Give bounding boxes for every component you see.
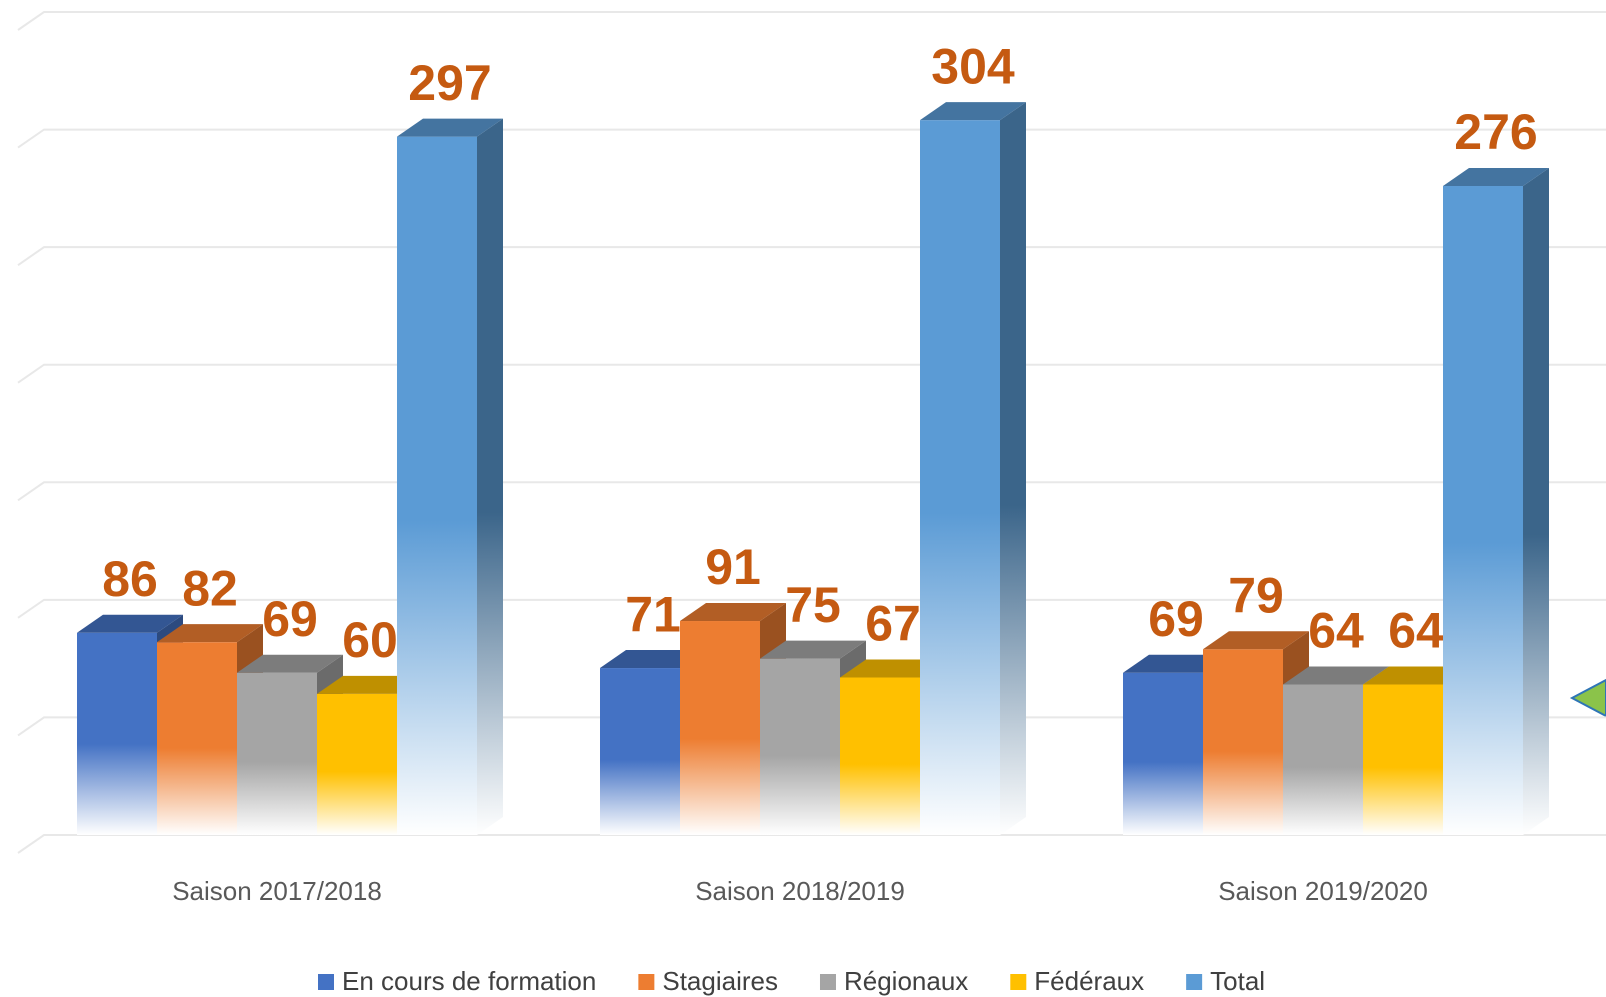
legend-label: Régionaux [844,966,968,996]
grid-line [17,481,1606,502]
bar-side [1000,102,1026,835]
legend-swatch [1010,974,1027,990]
x-tick-label: Saison 2017/2018 [172,876,382,906]
bar-top [157,624,263,643]
data-label: 64 [1388,603,1444,659]
data-label: 79 [1228,567,1284,623]
bar-top [1283,666,1389,685]
data-label: 91 [705,539,761,595]
bar-top [397,118,503,137]
bar [920,120,1000,835]
data-label: 67 [865,596,921,652]
x-tick-label: Saison 2019/2020 [1218,876,1428,906]
bar [1363,684,1443,835]
bar [680,621,760,835]
grid-line [17,11,1606,31]
data-label: 276 [1454,104,1537,160]
grid-line [17,716,1606,737]
bar [317,693,397,835]
data-label: 82 [182,560,238,616]
grid-line [17,363,1606,384]
x-tick-label: Saison 2018/2019 [695,876,905,906]
bar [1123,672,1203,835]
data-label: 304 [931,38,1015,94]
bar-top [77,614,183,633]
bar-top [1443,168,1549,187]
data-label: 64 [1308,603,1364,659]
decoration [1569,678,1606,718]
legend-swatch [1186,974,1203,990]
legend-label: Stagiaires [662,966,778,996]
legend-swatch [638,974,655,990]
bar-side [477,118,503,835]
bar [1203,649,1283,835]
data-label: 69 [262,591,318,647]
grid-line [17,834,1606,854]
bar [1443,186,1523,835]
bar-top [840,659,946,678]
bar-top [680,603,786,622]
data-label: 60 [342,612,398,668]
grid-line [17,598,1606,619]
bar [77,632,157,835]
bar-top [317,675,423,694]
bar-top [760,640,866,659]
bar [840,677,920,835]
bar [157,642,237,835]
bar-top [600,650,706,669]
legend-label: En cours de formation [342,966,596,996]
bar [600,668,680,835]
bar-top [237,654,343,673]
bar-top [1203,631,1309,650]
legend-swatch [318,974,334,990]
bar-side [1523,168,1549,835]
grid-line [17,128,1606,149]
data-label: 86 [102,551,158,607]
data-label: 69 [1148,591,1204,647]
bar [760,658,840,835]
grid-line [17,246,1606,266]
data-label: 297 [408,55,491,111]
legend-swatch [819,974,836,990]
bar-top [1123,654,1229,673]
data-label: 71 [625,586,681,642]
bar [397,136,477,835]
legend-label: Fédéraux [1034,966,1144,996]
bar-top [920,102,1026,121]
legend-label: Total [1210,966,1265,996]
bar [237,672,317,835]
bar-top [1363,666,1469,685]
data-label: 75 [785,577,841,633]
bar [1283,684,1363,835]
